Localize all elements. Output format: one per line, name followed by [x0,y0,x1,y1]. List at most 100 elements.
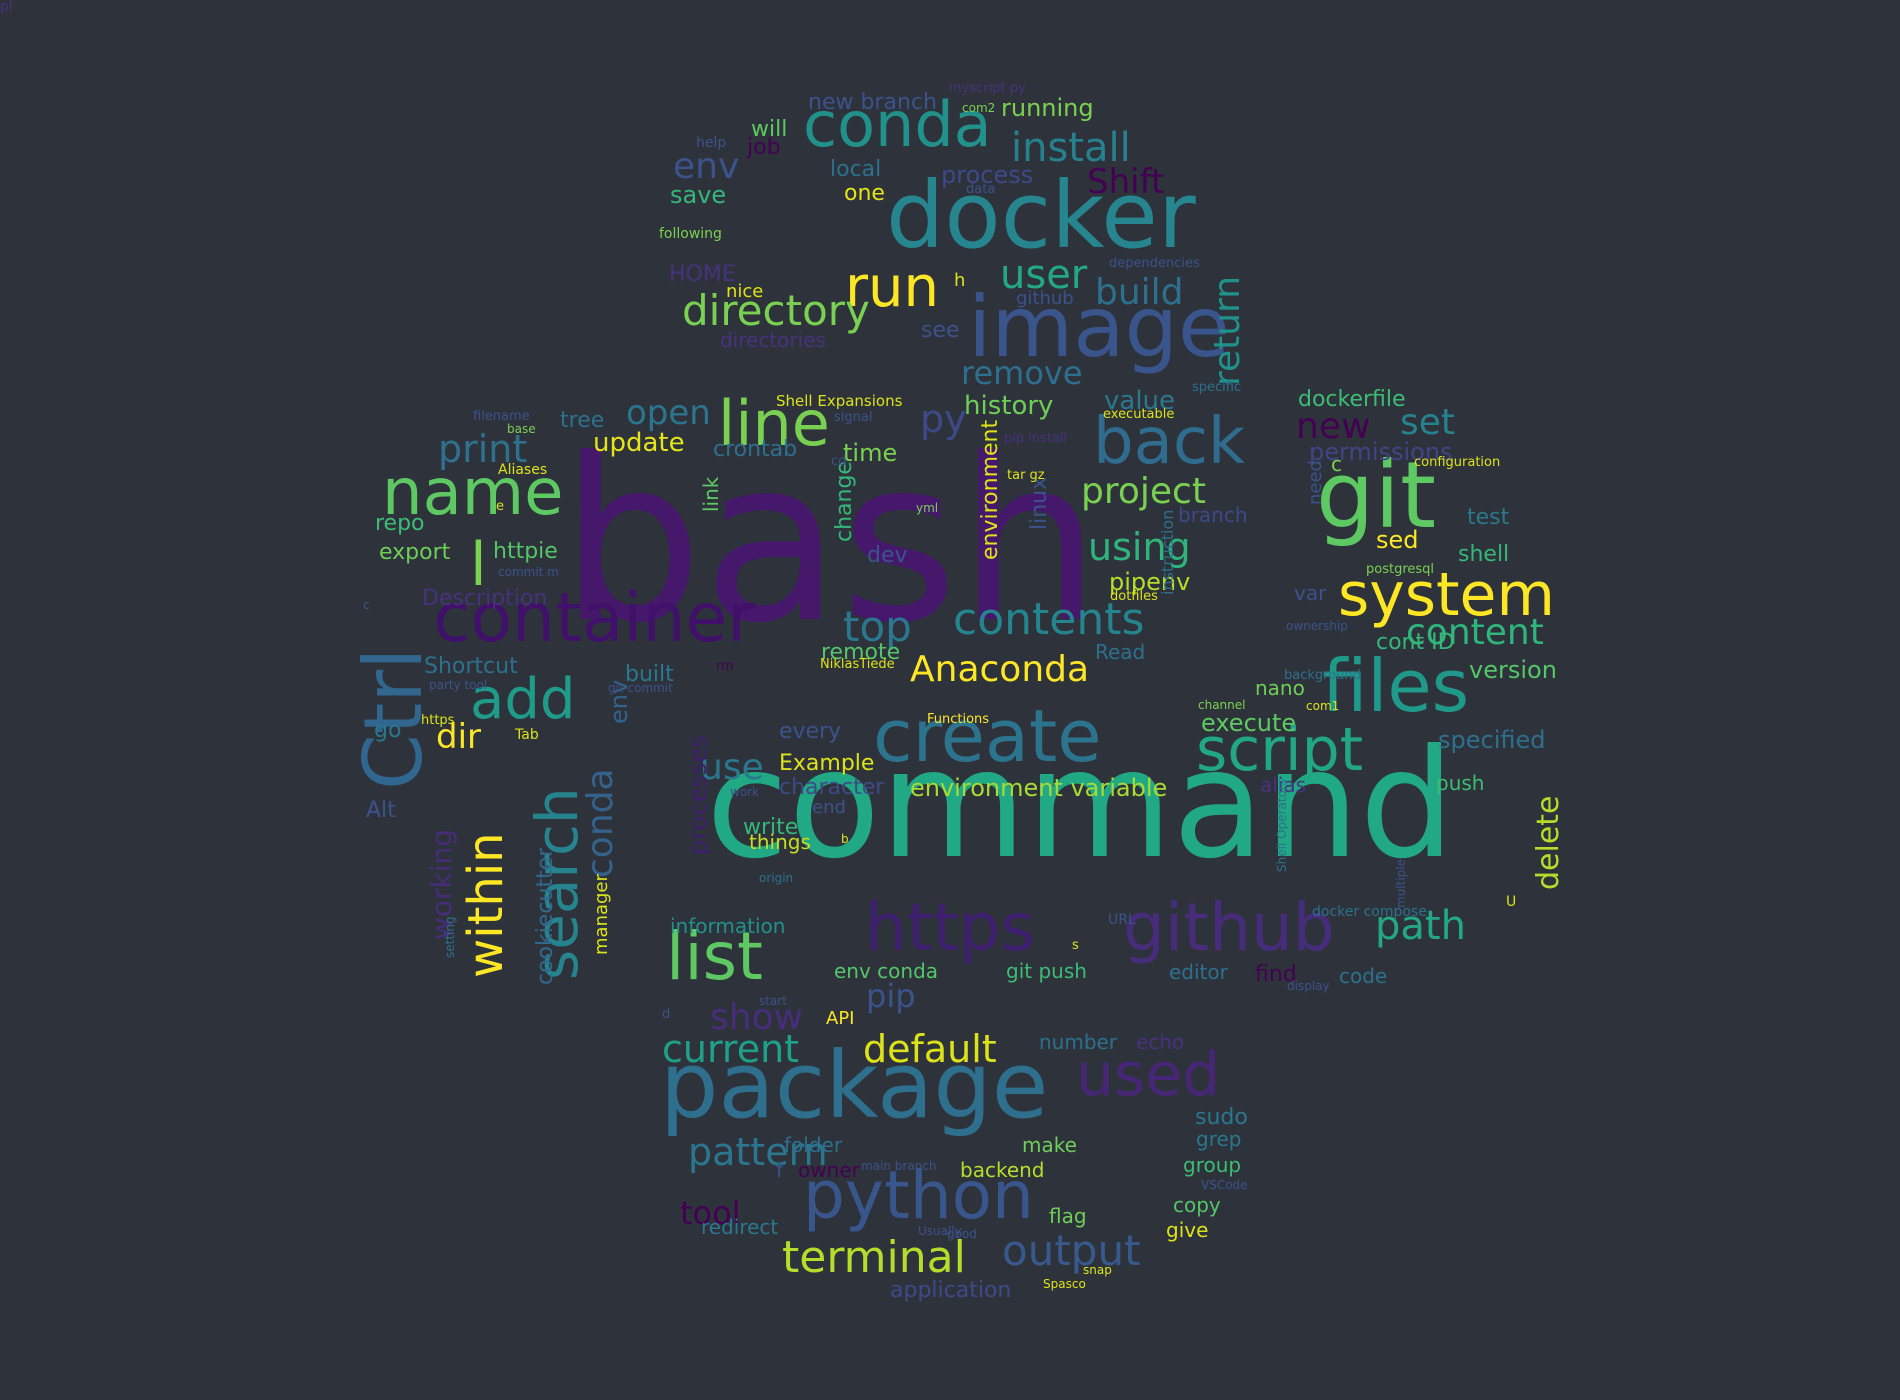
word-group: group [1183,1153,1242,1177]
word-change: change [832,461,857,542]
word-manager: manager [591,874,612,955]
word-home: HOME [669,262,736,287]
word-build: build [1095,272,1184,313]
word-default: default [863,1027,997,1071]
word-link: link [699,476,723,512]
word-end: end [812,797,846,818]
word-contents: contents [953,594,1145,645]
word-remove: remove [961,354,1083,392]
word-tool: tool [680,1194,741,1232]
word-output: output [1002,1226,1141,1275]
word-system: system [1338,560,1555,630]
word-env-conda: env conda [834,959,939,983]
word-job: job [747,135,781,160]
word-owner: owner [798,1158,860,1182]
word-branch: branch [1178,503,1248,527]
word-value: value [1104,386,1176,416]
word-content: content [1406,612,1544,653]
word-setting: setting [443,916,457,958]
word-information: information [670,914,786,938]
word-following: following [659,226,722,242]
word-specified: specified [1438,726,1546,754]
word-yml: yml [916,501,939,515]
word-bash: bash [560,411,1101,673]
word-top: top [843,602,912,651]
word-container: container [433,579,756,658]
word-docker: docker [886,162,1196,269]
word-shortcut: Shortcut [424,654,518,679]
word-path: path [1375,903,1466,949]
word-files: files [1322,644,1470,728]
word-background: background [1284,668,1361,683]
word-python: python [803,1157,1034,1234]
word-image: image [968,278,1230,376]
word-user: user [1000,252,1088,298]
word-redirect: redirect [701,1215,779,1239]
word-command: command [706,718,1455,892]
word-pipenv: pipenv [1109,568,1191,596]
word-main-branch: main branch [861,1159,937,1173]
word-code: code [1339,964,1388,988]
word-script: script [1196,715,1364,785]
word-name: name [382,456,564,530]
word-use: use [700,747,764,788]
word-url: URL [1108,912,1136,928]
word-dockerfile: dockerfile [1298,387,1406,412]
word-https: https [865,889,1035,966]
word-one: one [844,181,885,206]
word-instruction: instruction [1158,509,1177,595]
word-grep: grep [1196,1127,1242,1151]
word-permissions: permissions [1309,438,1453,466]
word-dotfiles: dotfiles [1110,589,1158,604]
word-character: character [779,775,885,800]
word-anaconda: Anaconda [910,649,1090,690]
word-https: https [421,713,455,728]
word-application: application [890,1278,1012,1303]
word-write: write [743,815,799,840]
word-directories: directories [720,328,826,352]
word-env: env [673,146,740,187]
word-execute: execute [1201,709,1297,737]
word-return: return [1207,275,1248,386]
word-copy: copy [1173,1193,1221,1217]
word-cookiecutter: cookiecutter [533,847,558,985]
word-com2: com2 [962,101,996,115]
word-example: Example [779,751,875,776]
word-executable: executable [1103,407,1175,422]
word-cd: cd [831,454,847,469]
word-py: py [920,397,967,441]
word-open: open [626,393,711,433]
word-set: set [1400,402,1456,443]
word-u: U [1506,894,1517,910]
word-things: things [749,830,811,854]
word-make: make [1022,1133,1077,1157]
word-create: create [873,694,1102,778]
word-environment: environment [978,419,1003,560]
word-running: running [1001,94,1094,122]
word-give: give [1166,1218,1209,1242]
word-functions: Functions [927,712,990,727]
word-history: history [964,391,1054,421]
word-pip: pip [866,977,916,1015]
word-backend: backend [960,1158,1045,1182]
word-shell: shell [1458,542,1510,567]
word-httpie: httpie [493,539,558,564]
word-rm: rm [716,659,734,674]
word-display: display [1287,979,1330,993]
word-ownership: ownership [1286,619,1348,633]
word-git-push: git push [1006,959,1087,983]
word-myscript-py: myscript py [949,81,1026,96]
word-version: version [1469,656,1557,684]
word-show: show [710,997,804,1038]
word-time: time [843,439,898,467]
word-dev: dev [867,543,908,568]
word-multiple: multiple [1394,858,1408,908]
word-description: Description [422,586,548,611]
word-h: h [954,270,966,291]
word-print: print [438,427,528,471]
word-environment-variable: environment variable [910,774,1168,802]
word-data: data [966,182,996,197]
word-git: git [1316,442,1437,549]
word-aliases: Aliases [498,462,548,478]
word-base: base [507,422,536,436]
